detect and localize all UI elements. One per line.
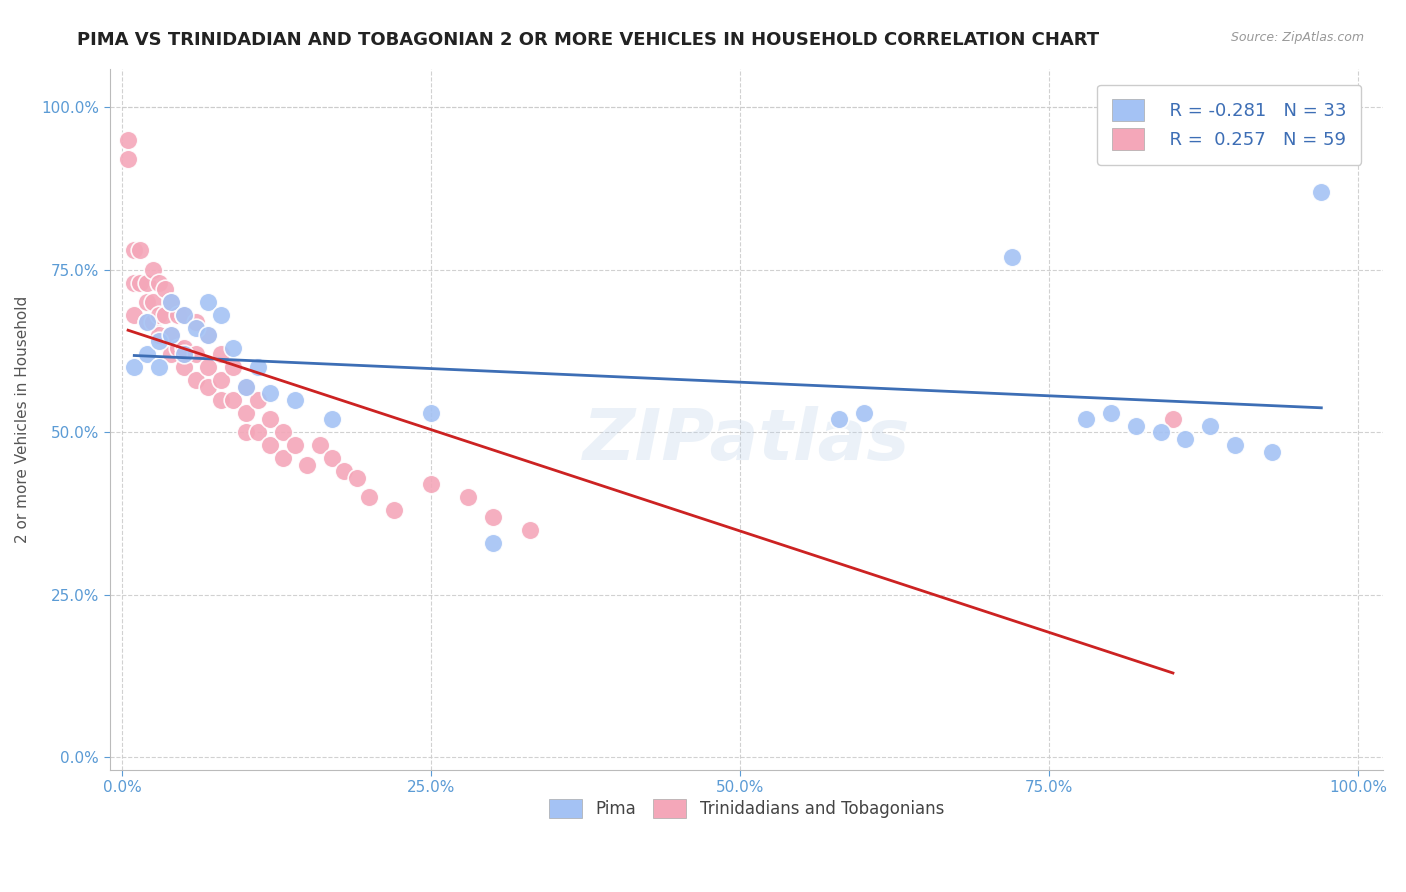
Point	[197, 380, 219, 394]
Point	[308, 438, 330, 452]
Point	[382, 503, 405, 517]
Point	[160, 327, 183, 342]
Point	[173, 309, 195, 323]
Point	[1261, 444, 1284, 458]
Point	[197, 327, 219, 342]
Point	[135, 295, 157, 310]
Point	[184, 347, 207, 361]
Point	[122, 244, 145, 258]
Point	[173, 360, 195, 375]
Point	[222, 392, 245, 407]
Point	[142, 263, 165, 277]
Point	[246, 360, 269, 375]
Point	[482, 509, 505, 524]
Point	[828, 412, 851, 426]
Point	[135, 315, 157, 329]
Point	[259, 412, 281, 426]
Point	[117, 133, 139, 147]
Point	[1174, 432, 1197, 446]
Point	[173, 347, 195, 361]
Point	[284, 392, 307, 407]
Point	[160, 295, 183, 310]
Point	[346, 471, 368, 485]
Point	[235, 406, 257, 420]
Point	[166, 341, 188, 355]
Point	[148, 276, 170, 290]
Point	[135, 276, 157, 290]
Point	[420, 406, 443, 420]
Text: PIMA VS TRINIDADIAN AND TOBAGONIAN 2 OR MORE VEHICLES IN HOUSEHOLD CORRELATION C: PIMA VS TRINIDADIAN AND TOBAGONIAN 2 OR …	[77, 31, 1099, 49]
Point	[148, 334, 170, 349]
Point	[1125, 418, 1147, 433]
Point	[184, 321, 207, 335]
Point	[142, 315, 165, 329]
Point	[184, 373, 207, 387]
Point	[160, 295, 183, 310]
Legend: Pima, Trinidadians and Tobagonians: Pima, Trinidadians and Tobagonians	[543, 792, 950, 825]
Point	[246, 392, 269, 407]
Point	[321, 451, 343, 466]
Point	[1223, 438, 1246, 452]
Text: ZIPatlas: ZIPatlas	[582, 406, 910, 475]
Point	[259, 438, 281, 452]
Point	[135, 347, 157, 361]
Point	[259, 386, 281, 401]
Point	[135, 315, 157, 329]
Point	[160, 327, 183, 342]
Y-axis label: 2 or more Vehicles in Household: 2 or more Vehicles in Household	[15, 295, 30, 543]
Point	[1099, 406, 1122, 420]
Point	[1199, 418, 1222, 433]
Point	[1161, 412, 1184, 426]
Point	[129, 276, 152, 290]
Point	[852, 406, 875, 420]
Point	[235, 425, 257, 440]
Point	[122, 360, 145, 375]
Point	[420, 477, 443, 491]
Point	[173, 341, 195, 355]
Point	[235, 380, 257, 394]
Point	[153, 282, 176, 296]
Point	[153, 309, 176, 323]
Point	[122, 276, 145, 290]
Point	[271, 451, 294, 466]
Point	[122, 309, 145, 323]
Point	[197, 327, 219, 342]
Point	[184, 315, 207, 329]
Point	[209, 373, 232, 387]
Point	[142, 295, 165, 310]
Point	[457, 490, 479, 504]
Point	[297, 458, 319, 472]
Point	[284, 438, 307, 452]
Point	[222, 341, 245, 355]
Point	[359, 490, 381, 504]
Point	[197, 295, 219, 310]
Point	[197, 360, 219, 375]
Point	[235, 380, 257, 394]
Point	[519, 523, 541, 537]
Point	[222, 360, 245, 375]
Point	[333, 464, 356, 478]
Point	[1149, 425, 1171, 440]
Point	[117, 153, 139, 167]
Point	[271, 425, 294, 440]
Point	[1310, 185, 1333, 199]
Point	[209, 347, 232, 361]
Point	[209, 392, 232, 407]
Point	[129, 244, 152, 258]
Point	[1076, 412, 1098, 426]
Point	[148, 360, 170, 375]
Point	[246, 425, 269, 440]
Point	[482, 535, 505, 549]
Point	[166, 309, 188, 323]
Point	[160, 347, 183, 361]
Point	[1001, 250, 1024, 264]
Point	[173, 309, 195, 323]
Point	[148, 309, 170, 323]
Text: Source: ZipAtlas.com: Source: ZipAtlas.com	[1230, 31, 1364, 45]
Point	[209, 309, 232, 323]
Point	[321, 412, 343, 426]
Point	[148, 327, 170, 342]
